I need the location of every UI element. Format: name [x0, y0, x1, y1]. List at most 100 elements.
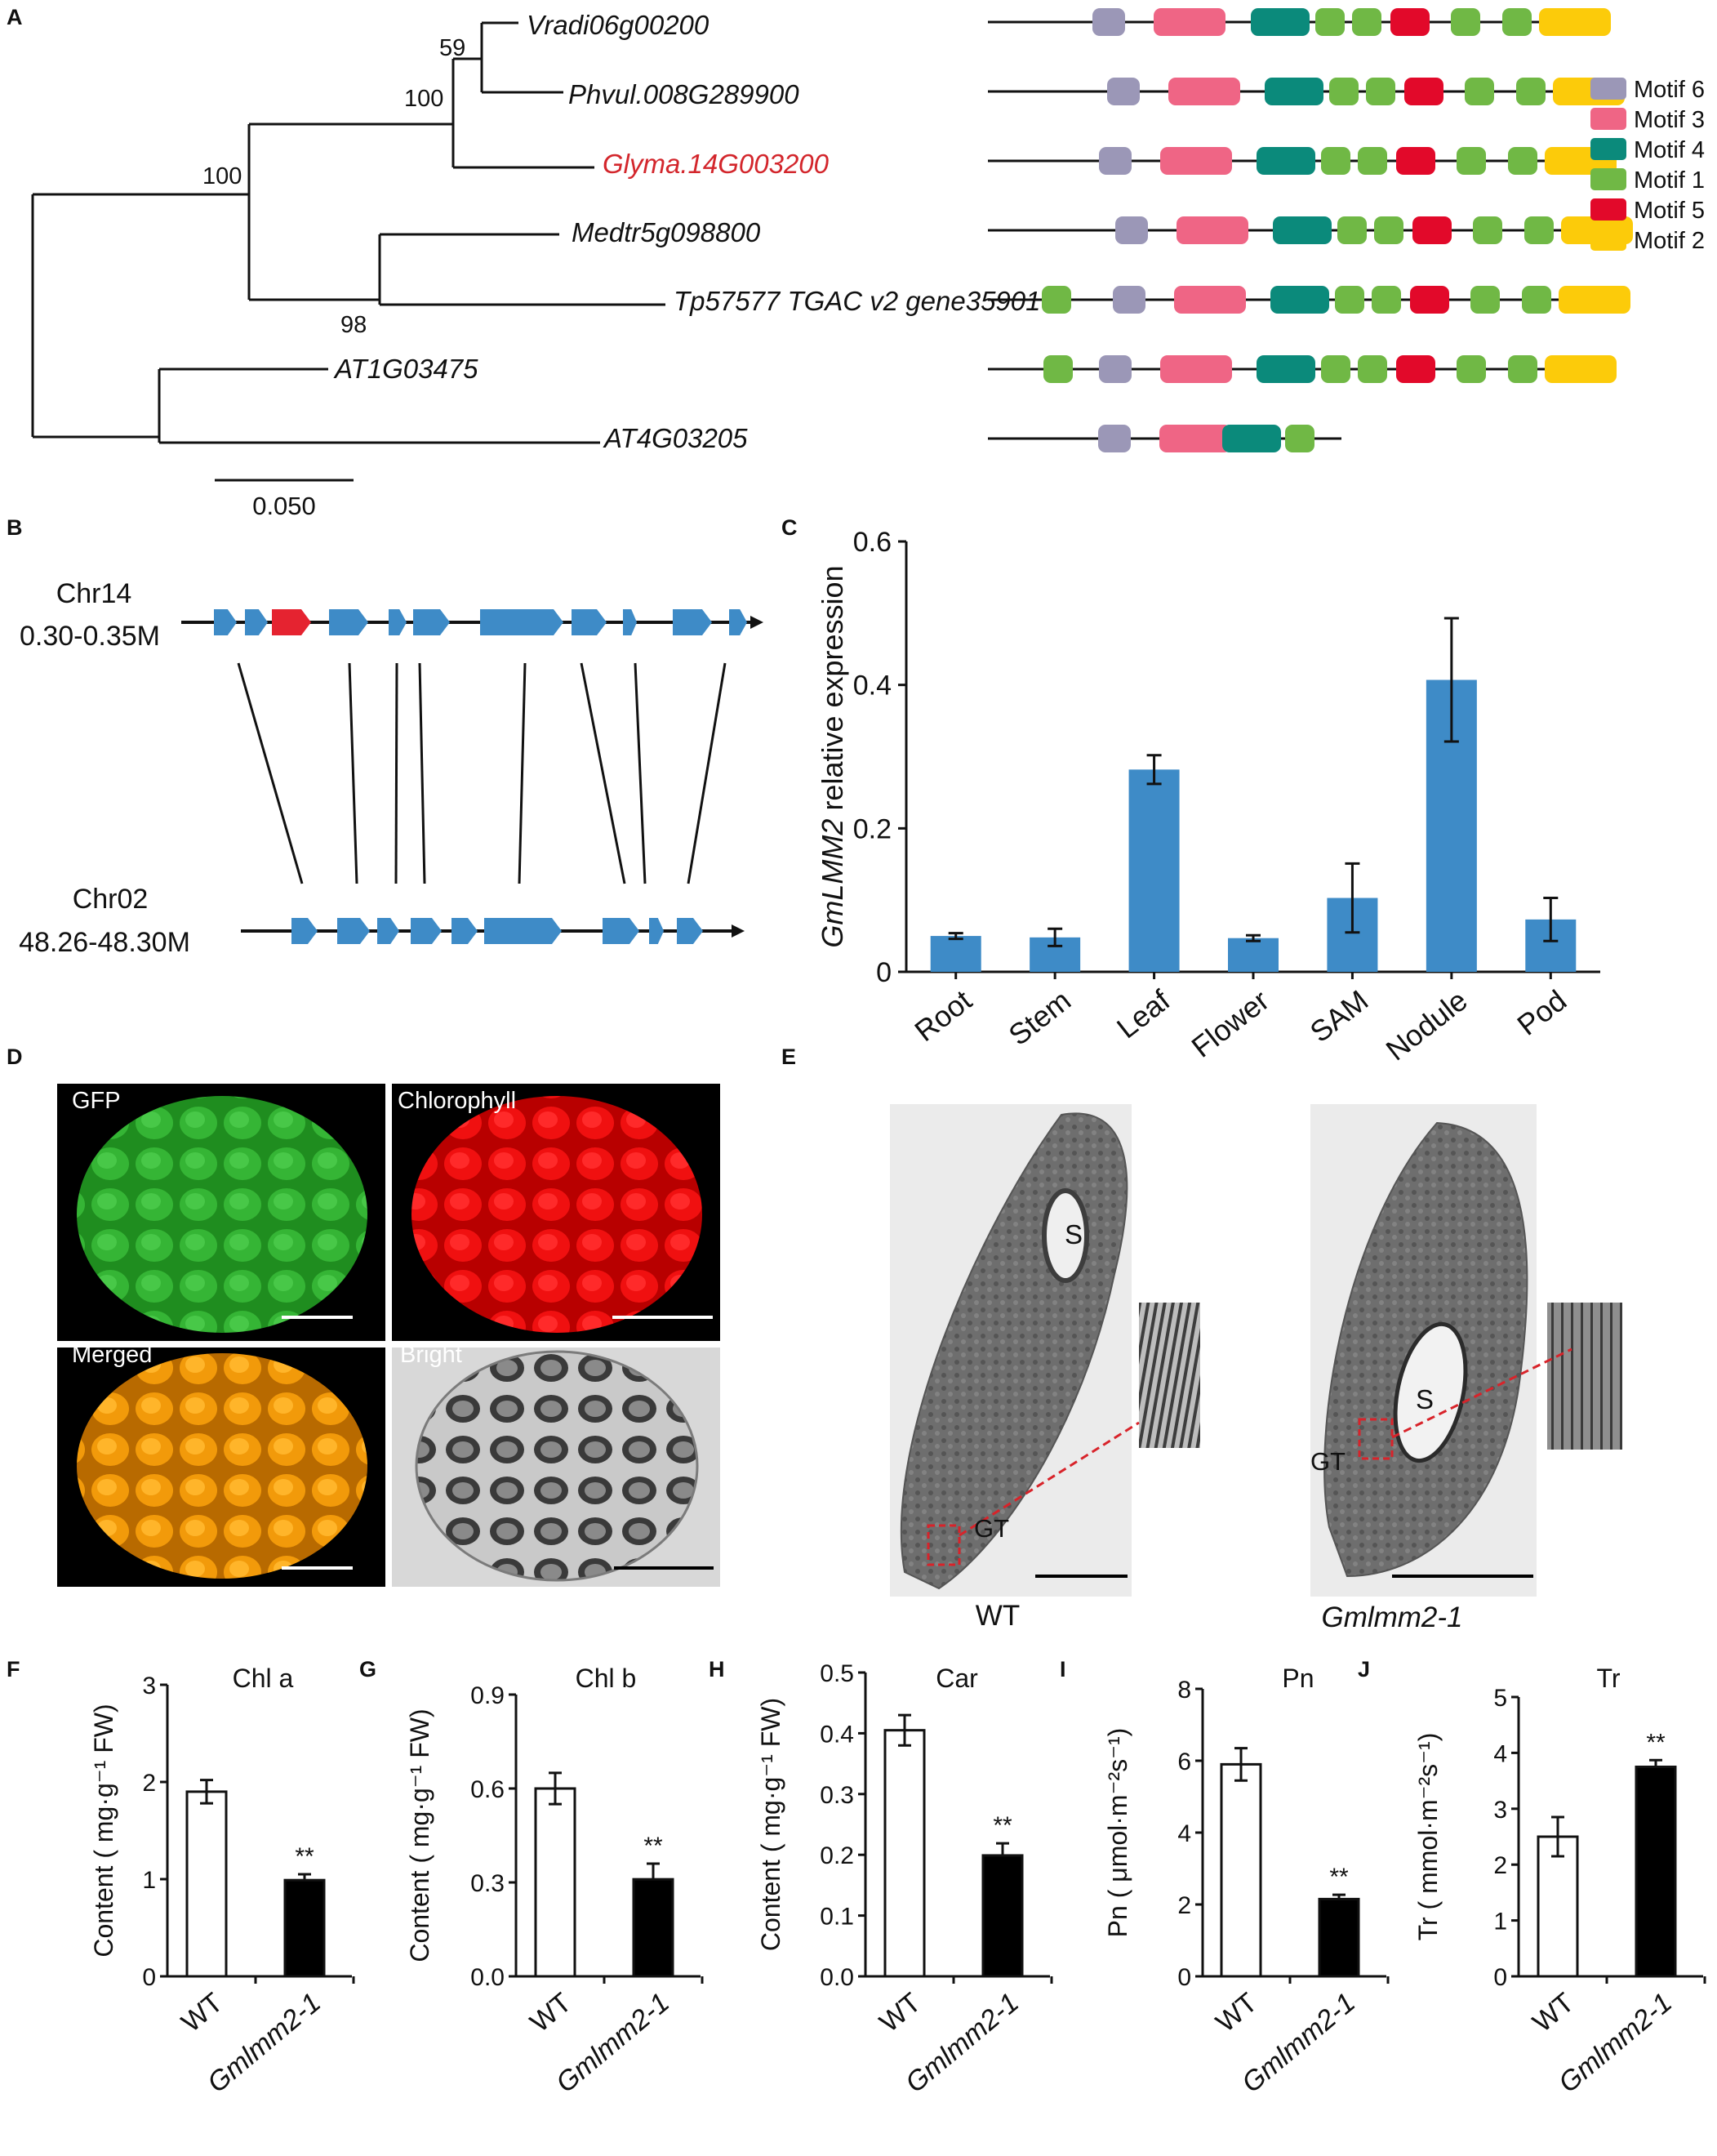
y-axis-label: Content ( mg·g⁻¹ FW)	[89, 1704, 118, 1957]
motif-1-block	[1358, 355, 1387, 383]
y-tick-label: 0	[1493, 1964, 1507, 1991]
error-bar	[1543, 897, 1559, 942]
legend-item: Motif 2	[1590, 228, 1705, 254]
bar-mutant	[632, 1878, 674, 1978]
panel-label-d: D	[7, 1045, 23, 1069]
chlorophyll-micrograph: Chlorophyll	[392, 1084, 720, 1341]
gene-arrow	[572, 609, 607, 635]
motif-1-block	[1516, 78, 1546, 105]
motif-track	[988, 8, 1611, 36]
bootstrap-value: 100	[404, 86, 443, 112]
gene-arrow	[603, 918, 639, 944]
gene-name: Medtr5g098800	[572, 217, 761, 247]
motif-1-block	[1374, 216, 1403, 244]
legend-swatch	[1590, 168, 1626, 190]
chr-bottom-name: Chr02	[73, 884, 149, 915]
motif-1-block	[1042, 286, 1071, 314]
panel-label-c: C	[781, 515, 798, 540]
y-tick-label: 1	[1493, 1909, 1507, 1936]
bar-wt	[534, 1787, 576, 1978]
starch-label: S	[1065, 1219, 1083, 1250]
expression-bar-chart: 0 0.2 0.4 0.6 Root Stem Leaf Flower SAM Nodule Pod…	[816, 527, 1600, 1067]
y-tick-label: 6	[1177, 1748, 1191, 1775]
gene-arrow	[623, 609, 637, 635]
motif-track	[988, 425, 1341, 452]
y-tick-label: 2	[1177, 1892, 1191, 1919]
gene-arrow	[214, 609, 237, 635]
error-bar	[647, 1862, 660, 1880]
bar-wt	[883, 1729, 926, 1978]
motif-6-block	[1098, 425, 1131, 452]
bar-wt	[1220, 1762, 1262, 1978]
legend-label: Motif 4	[1634, 137, 1705, 163]
gene-arrow	[484, 918, 562, 944]
error-bar	[1551, 1815, 1564, 1858]
x-tick-label: Leaf	[1110, 982, 1177, 1045]
motif-4-block	[1257, 147, 1315, 175]
bootstrap-values: 59 100 100 98	[202, 35, 465, 338]
panel-label-i: I	[1060, 1657, 1066, 1682]
gene-name: AT1G03475	[333, 354, 478, 384]
motif-3-block	[1174, 286, 1246, 314]
legend-item: Motif 1	[1590, 167, 1705, 194]
y-tick-label: 0.2	[853, 813, 892, 844]
motif-1-block	[1321, 355, 1350, 383]
bar-mutant	[1635, 1766, 1677, 1978]
error-bar	[898, 1713, 911, 1747]
chart-title: Chl b	[576, 1664, 637, 1693]
motif-1-block	[1457, 147, 1486, 175]
bar-mutant	[981, 1854, 1024, 1978]
gene-arrow	[245, 609, 268, 635]
panel-label-f: F	[7, 1657, 20, 1682]
motif-5-block	[1390, 8, 1430, 36]
chart-title: Pn	[1282, 1664, 1314, 1693]
motif-1-block	[1285, 425, 1314, 452]
gene-arrow	[337, 918, 370, 944]
legend-swatch	[1590, 108, 1626, 130]
chart-h: H Car0.00.10.20.30.40.5WTGmlmm2-1**Conten…	[709, 1657, 1053, 2099]
legend-label: Motif 2	[1634, 228, 1705, 254]
motif-3-block	[1154, 8, 1225, 36]
y-tick-label: 0	[1177, 1964, 1191, 1991]
motif-3-block	[1160, 147, 1232, 175]
gene-arrow	[649, 918, 664, 944]
x-tick-label: WT	[1210, 1987, 1263, 2038]
motif-6-block	[1092, 8, 1125, 36]
x-tick-label: WT	[524, 1987, 577, 2038]
motif-1-block	[1473, 216, 1502, 244]
motif-1-block	[1372, 286, 1401, 314]
chart-title: Chl a	[233, 1664, 294, 1693]
motif-6-block	[1099, 355, 1132, 383]
y-tick-label: 0.3	[820, 1782, 854, 1809]
y-tick-label: 4	[1177, 1820, 1191, 1847]
error-bar	[1234, 1747, 1248, 1782]
y-axis-label: Pn ( μmol·m⁻²s⁻¹)	[1103, 1728, 1132, 1938]
bootstrap-value: 100	[202, 163, 242, 189]
panel-label-h: H	[709, 1657, 725, 1682]
gene-name: AT4G03205	[603, 423, 748, 453]
y-tick-label: 0.3	[470, 1870, 505, 1897]
scale-bar-label: 0.050	[252, 492, 316, 520]
y-axis-label: Content ( mg·g⁻¹ FW)	[756, 1698, 785, 1951]
motif-2-block	[1559, 286, 1630, 314]
x-tick-label: WT	[874, 1987, 927, 2038]
motif-6-block	[1099, 147, 1132, 175]
motif-4-block	[1257, 355, 1315, 383]
motif-3-block	[1168, 78, 1240, 105]
gene-arrow	[272, 609, 311, 635]
y-tick-label: 0	[876, 957, 892, 988]
significance-marker: **	[1329, 1864, 1349, 1891]
panel-label-a: A	[7, 5, 23, 29]
legend-label: Motif 3	[1634, 107, 1705, 133]
motif-1-block	[1508, 355, 1537, 383]
tem-wt-label: WT	[976, 1600, 1020, 1632]
y-axis-label: Content ( mg·g⁻¹ FW)	[405, 1708, 434, 1962]
motif-3-block	[1159, 425, 1231, 452]
motif-2-block	[1539, 8, 1611, 36]
gene-arrow	[413, 609, 450, 635]
error-bar	[200, 1779, 213, 1805]
motif-tracks	[988, 8, 1633, 452]
